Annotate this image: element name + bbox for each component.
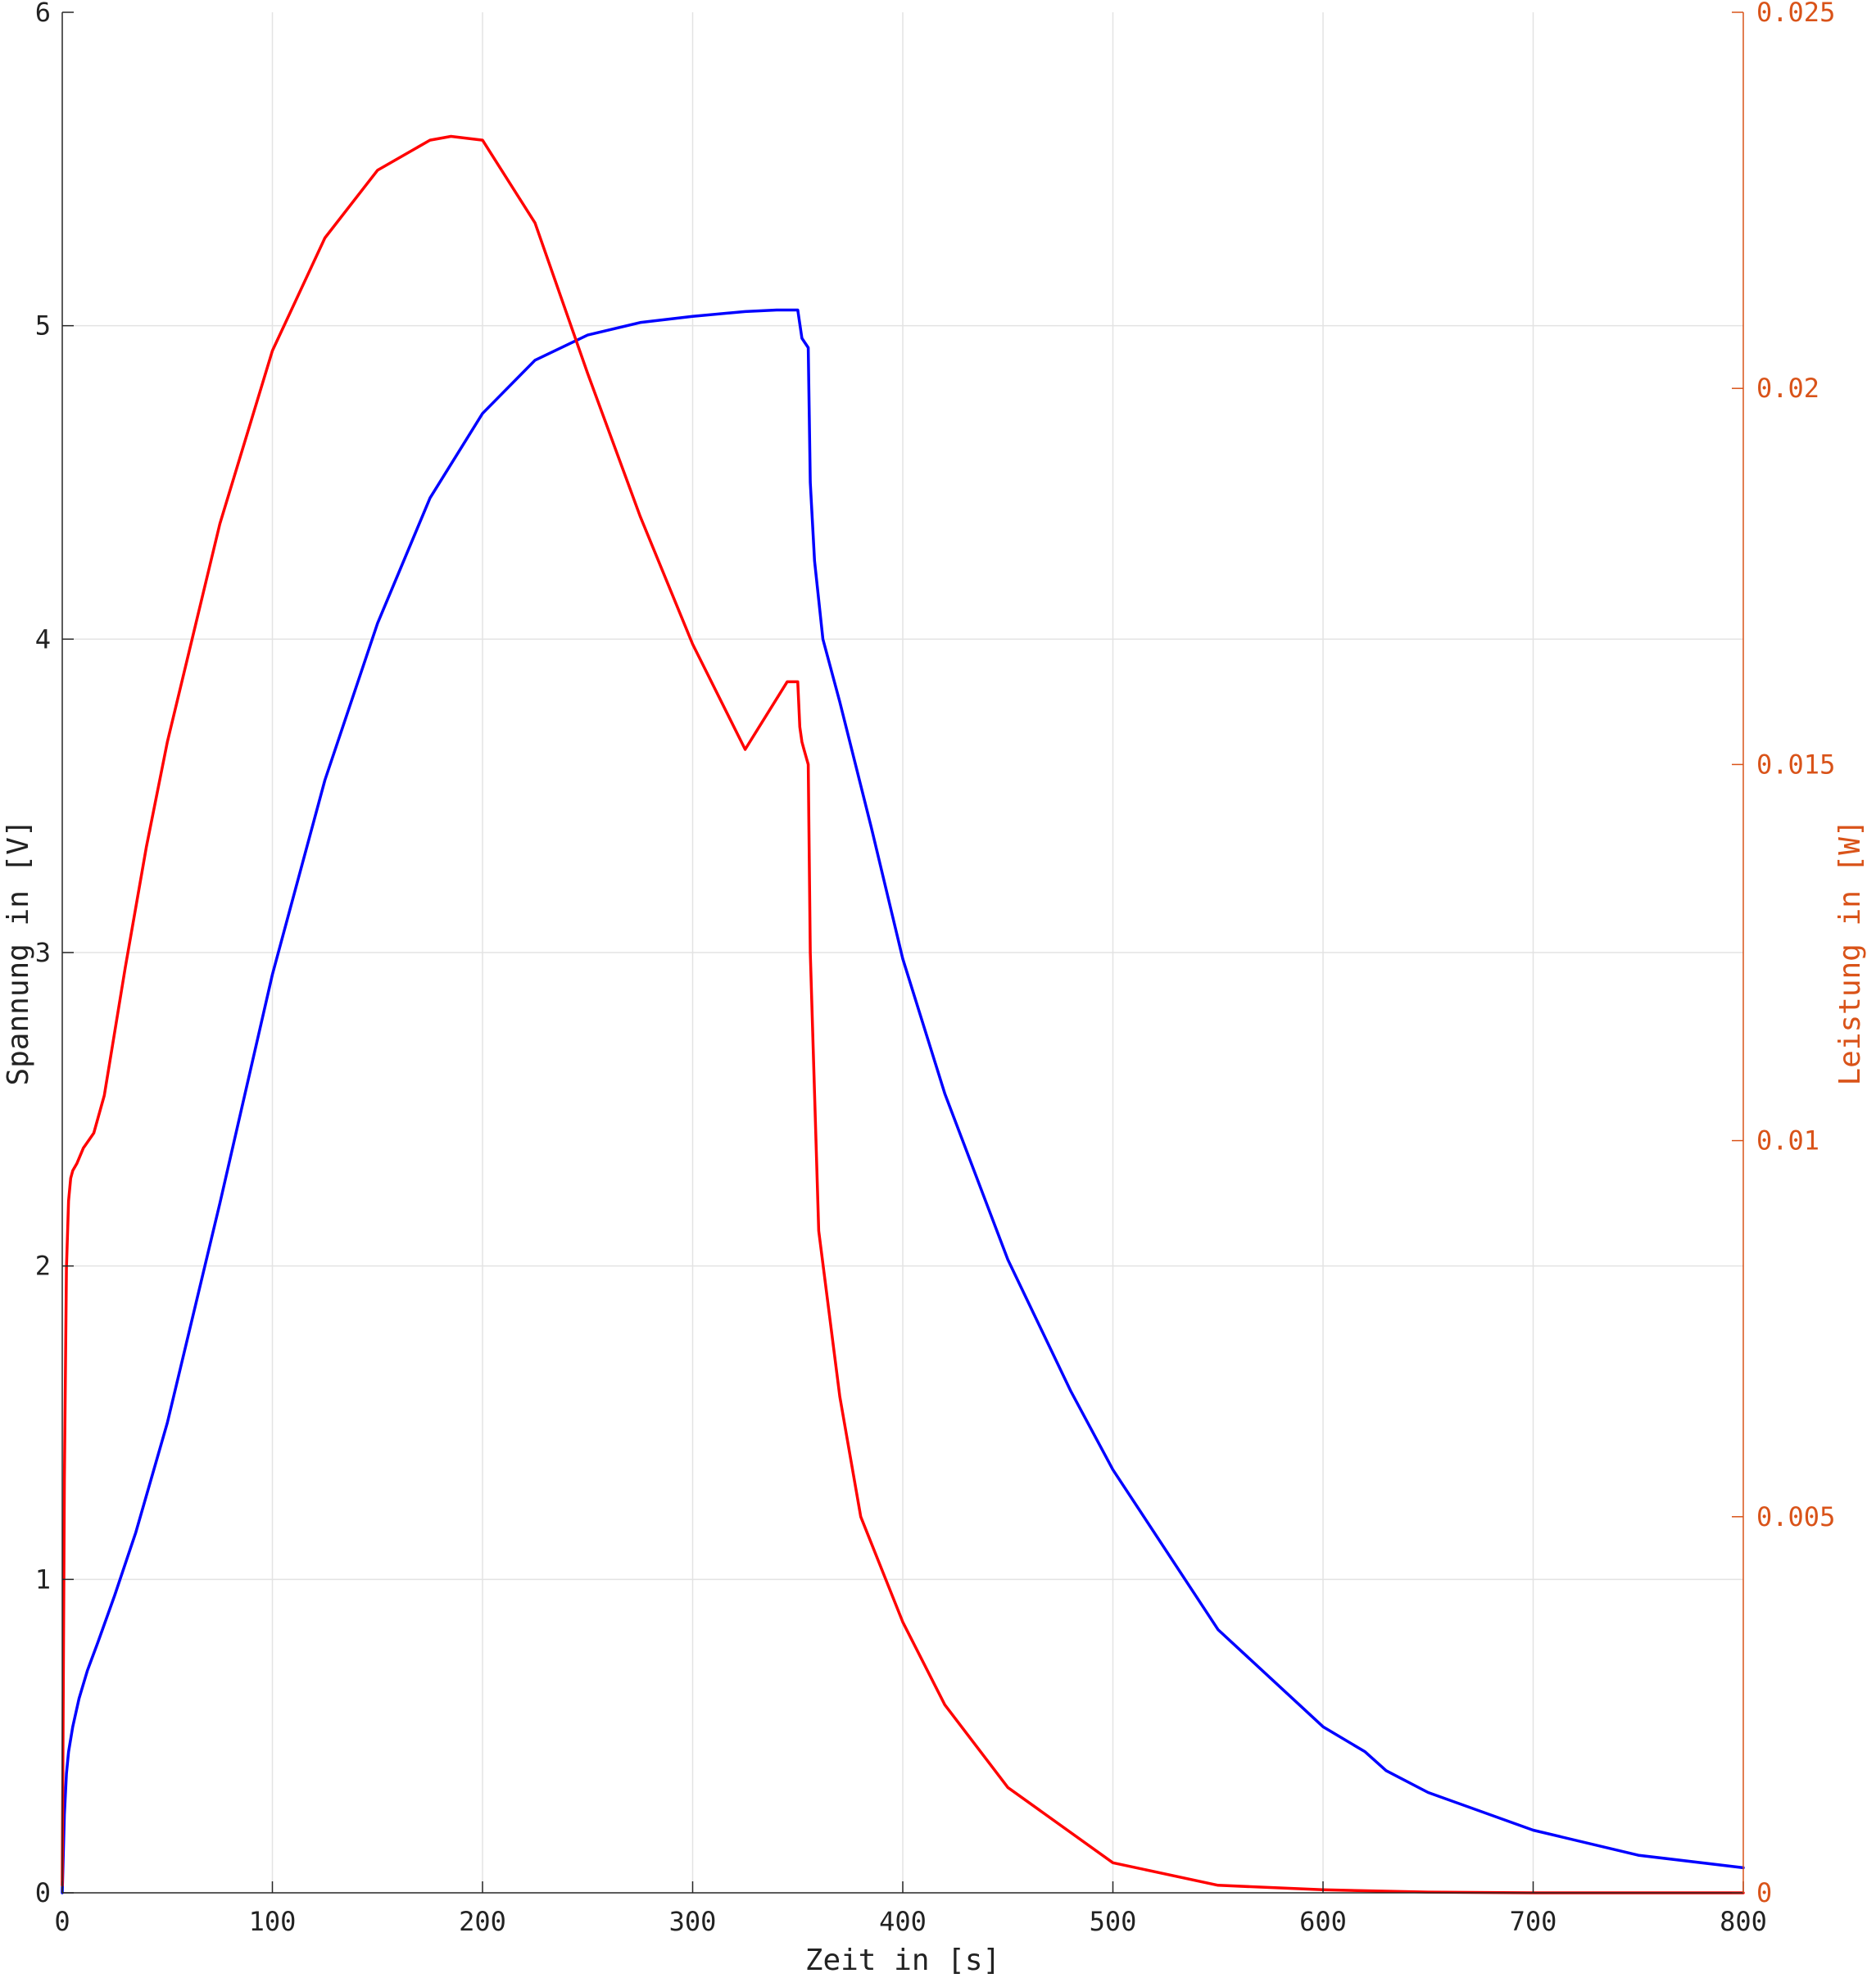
power-series-line xyxy=(61,134,1745,1894)
x-tick-label: 300 xyxy=(669,1906,717,1937)
y-left-tick-label: 1 xyxy=(35,1564,51,1595)
series-layer xyxy=(61,134,1745,1894)
x-tick-label: 400 xyxy=(879,1906,927,1937)
voltage-series-line xyxy=(61,308,1745,1894)
x-axis-label: Zeit in [s] xyxy=(805,1944,1000,1977)
y-right-tick-label: 0.01 xyxy=(1756,1125,1819,1156)
y-right-tick-label: 0 xyxy=(1756,1877,1772,1908)
x-tick-label: 600 xyxy=(1299,1906,1347,1937)
tick-labels: 0 100 200 300 400 500 600 700 800012345600.0050.… xyxy=(35,0,1836,1937)
y-left-tick-label: 6 xyxy=(35,0,51,28)
x-tick-label: 700 xyxy=(1510,1906,1557,1937)
right-axis-label: Leistung in [W] xyxy=(1833,819,1867,1085)
left-axis-label: Spannung in [V] xyxy=(2,819,35,1085)
y-left-tick-label: 4 xyxy=(35,623,51,654)
y-left-tick-label: 0 xyxy=(35,1877,51,1908)
x-tick-label: 0 xyxy=(54,1906,70,1937)
y-left-tick-label: 3 xyxy=(35,937,51,968)
x-tick-label: 800 xyxy=(1720,1906,1767,1937)
y-right-tick-label: 0.005 xyxy=(1756,1501,1835,1532)
y-right-tick-label: 0.025 xyxy=(1756,0,1835,28)
y-right-tick-label: 0.015 xyxy=(1756,749,1835,780)
x-tick-label: 500 xyxy=(1090,1906,1137,1937)
grid xyxy=(62,12,1743,1893)
y-left-tick-label: 5 xyxy=(35,310,51,342)
y-right-tick-label: 0.02 xyxy=(1756,373,1819,404)
y-left-tick-label: 2 xyxy=(35,1251,51,1282)
axes xyxy=(61,11,1744,1894)
x-tick-label: 200 xyxy=(459,1906,506,1937)
x-tick-label: 100 xyxy=(249,1906,297,1937)
